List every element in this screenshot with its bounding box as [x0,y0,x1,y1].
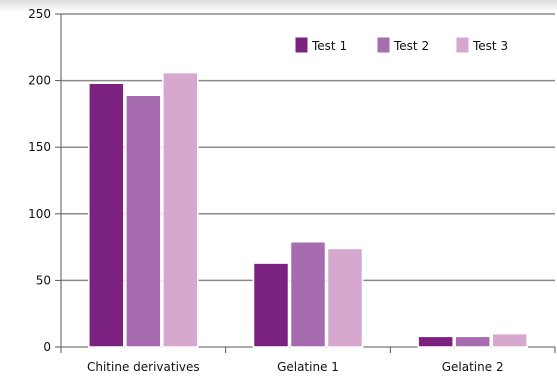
bar [417,335,454,348]
x-axis: Chitine derivatives Gelatine 1 Gelatine 2 [60,346,556,374]
top-shade [0,0,557,12]
y-tick-label: 50 [36,273,51,287]
bars [88,71,528,348]
bar [326,247,364,348]
y-axis: 0 50 100 150 200 250 [28,7,62,354]
y-tick-label: 0 [43,340,51,354]
y-tick-label: 100 [28,207,51,221]
y-tick-label: 150 [28,140,51,154]
legend-swatch [294,36,309,54]
x-tick-label: Chitine derivatives [87,360,200,374]
y-tick-label: 250 [28,7,51,21]
x-tick-label: Gelatine 1 [277,360,339,374]
legend-label: Test 1 [311,39,347,53]
bar [491,332,528,348]
bar [125,94,162,348]
y-tick-label: 200 [28,74,51,88]
legend-label: Test 2 [393,39,429,53]
legend: Test 1 Test 2 Test 3 [294,36,508,54]
x-tick-label: Gelatine 2 [442,360,504,374]
bar [289,241,327,348]
legend-swatch [376,36,391,54]
bar [252,262,290,348]
bar [162,71,199,348]
bar [88,82,125,348]
bar [454,335,491,348]
legend-swatch [455,36,470,54]
legend-label: Test 3 [472,39,508,53]
